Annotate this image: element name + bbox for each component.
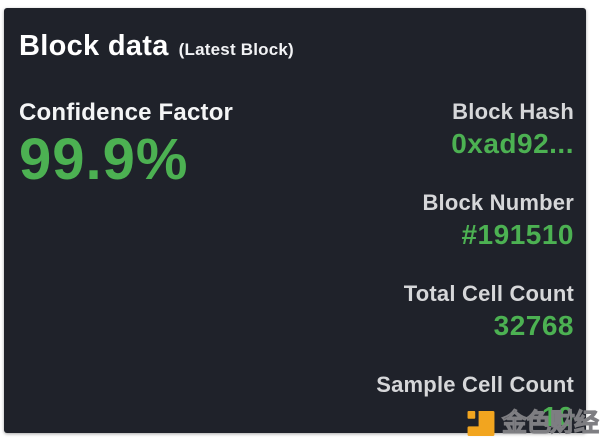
stat-label: Total Cell Count: [403, 281, 574, 306]
stat-block-hash: Block Hash 0xad92...: [376, 98, 574, 161]
card-header: Block data (Latest Block): [19, 28, 574, 68]
card-title: Block data: [19, 30, 169, 62]
stat-value: 32768: [493, 310, 574, 341]
confidence-factor-block: Confidence Factor 99.9%: [19, 98, 233, 189]
stat-label: Sample Cell Count: [376, 372, 574, 397]
confidence-factor-value: 99.9%: [19, 127, 189, 192]
stat-value: #191510: [461, 219, 574, 250]
card-subtitle: (Latest Block): [178, 40, 294, 59]
stat-sample-cell-count: Sample Cell Count 10: [376, 371, 574, 433]
stat-block-number: Block Number #191510: [376, 189, 574, 252]
stat-value: 10: [541, 401, 574, 432]
stat-label: Block Number: [422, 190, 574, 215]
block-data-card: Block data (Latest Block) Confidence Fac…: [4, 8, 586, 433]
stat-value: 0xad92...: [451, 128, 574, 159]
confidence-factor-label: Confidence Factor: [19, 99, 234, 126]
stat-total-cell-count: Total Cell Count 32768: [376, 280, 574, 343]
card-content: Confidence Factor 99.9% Block Hash 0xad9…: [19, 98, 574, 433]
stat-label: Block Hash: [452, 99, 574, 124]
block-stats-list: Block Hash 0xad92... Block Number #19151…: [376, 98, 574, 433]
